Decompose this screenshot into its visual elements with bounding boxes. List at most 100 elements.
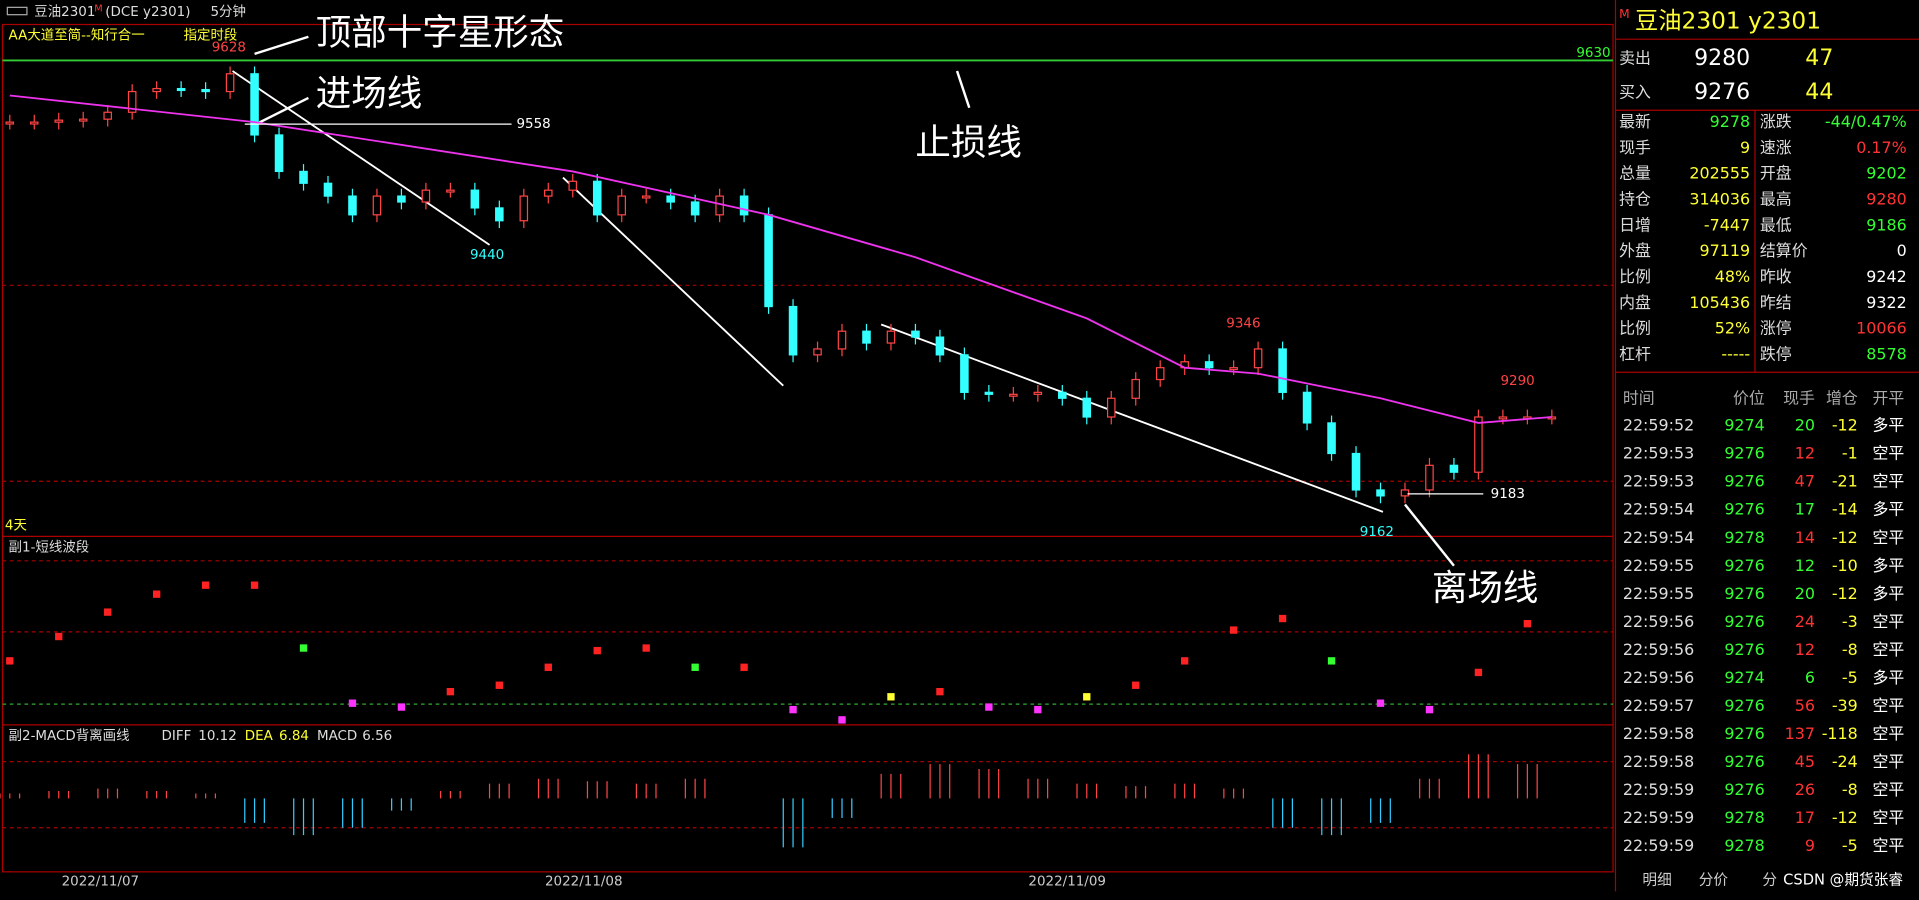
candle-body xyxy=(78,118,88,122)
candle-body xyxy=(54,119,64,123)
indicator-name[interactable]: AA大道至简--知行合一 xyxy=(9,27,145,44)
tick-cell: 22:59:52 xyxy=(1623,416,1694,435)
tick-cell: 空平 xyxy=(1872,444,1904,463)
candle-body xyxy=(1302,391,1312,424)
candle-body xyxy=(1351,452,1361,491)
tick-cell: 9 xyxy=(1805,836,1815,855)
wave-dot xyxy=(936,687,944,696)
wave-dot xyxy=(201,581,210,589)
candle-body xyxy=(1009,393,1018,397)
tick-cell: 12 xyxy=(1795,640,1815,659)
quote-value: 97119 xyxy=(1700,241,1751,260)
price-label: 9630 xyxy=(1576,46,1610,61)
tick-cell: 多平 xyxy=(1872,500,1904,519)
quote-value: 9322 xyxy=(1866,293,1906,312)
tab[interactable]: 分 xyxy=(1762,871,1777,888)
price-label: 9183 xyxy=(1491,487,1525,502)
quote-value: 0.17% xyxy=(1856,138,1907,157)
tick-cell: 空平 xyxy=(1872,472,1904,491)
quote-label: 涨停 xyxy=(1760,319,1792,338)
diff-label: DIFF xyxy=(162,729,192,744)
tick-cell: -21 xyxy=(1832,472,1858,491)
candle-body xyxy=(1400,489,1410,497)
candle-body xyxy=(935,336,945,356)
candle-body xyxy=(1106,397,1116,418)
price-label: 9346 xyxy=(1226,316,1260,331)
annotation: 顶部十字星形态 xyxy=(316,12,564,53)
tick-cell: 9276 xyxy=(1724,780,1764,799)
wave-dot xyxy=(495,681,504,689)
book-price: 9276 xyxy=(1694,80,1750,105)
candle-body xyxy=(1058,391,1067,399)
candle-body xyxy=(1131,378,1141,399)
dea-label: DEA xyxy=(245,729,274,744)
wave-dot xyxy=(1181,657,1189,665)
wave-dot xyxy=(446,687,455,696)
tick-cell: 45 xyxy=(1795,752,1815,771)
tick-cell: 22:59:59 xyxy=(1623,808,1694,827)
tick-cell: -118 xyxy=(1822,724,1858,743)
tick-header: 开平 xyxy=(1872,389,1904,408)
tick-cell: 22:59:58 xyxy=(1623,752,1694,771)
tick-cell: 9276 xyxy=(1724,584,1764,603)
candle-body xyxy=(544,189,553,197)
quote-label: 跌停 xyxy=(1760,344,1792,363)
wave-dot xyxy=(348,699,357,707)
quote-value: 9202 xyxy=(1866,164,1906,183)
quote-label: 结算价 xyxy=(1760,241,1808,260)
candle-body xyxy=(813,348,822,356)
tick-cell: 空平 xyxy=(1872,640,1904,659)
candle-body xyxy=(862,330,871,344)
symbol: 豆油2301 xyxy=(34,4,95,20)
moving-average xyxy=(9,94,1552,424)
wave-dot xyxy=(152,590,161,598)
time-range[interactable]: 指定时段 xyxy=(184,28,238,44)
tick-cell: -5 xyxy=(1842,836,1858,855)
candle-body xyxy=(1376,489,1385,497)
candle-body xyxy=(1204,361,1214,369)
quote-label: 比例 xyxy=(1619,319,1651,338)
sub1-title[interactable]: 副1-短线波段 xyxy=(9,539,90,555)
tick-cell: 9278 xyxy=(1724,528,1764,547)
tick-cell: -10 xyxy=(1832,556,1858,575)
price-label: 9162 xyxy=(1360,525,1394,540)
wave-dot xyxy=(299,644,308,652)
period[interactable]: 5分钟 xyxy=(211,3,246,20)
quote-label: 比例 xyxy=(1619,267,1651,286)
book-volume: 44 xyxy=(1805,80,1833,105)
tick-cell: 20 xyxy=(1795,416,1815,435)
candle-body xyxy=(984,391,994,395)
flag: M xyxy=(94,4,102,15)
quote-value: 10066 xyxy=(1856,319,1907,338)
flag: M xyxy=(1619,7,1630,21)
tick-cell: 24 xyxy=(1795,612,1815,631)
tick-cell: 空平 xyxy=(1872,752,1904,771)
tick-cell: 9276 xyxy=(1724,724,1764,743)
tab[interactable]: 分价 xyxy=(1699,871,1729,888)
wave-dot xyxy=(6,657,14,665)
candle-body xyxy=(1327,422,1336,455)
candle-body xyxy=(1229,367,1238,371)
candle-body xyxy=(1449,464,1459,473)
quote-value: 9 xyxy=(1740,138,1750,157)
tick-cell: 17 xyxy=(1795,500,1815,519)
tab[interactable]: 明细 xyxy=(1642,871,1671,888)
wave-dot xyxy=(789,705,797,714)
tick-cell: 9276 xyxy=(1724,640,1764,659)
date-label: 2022/11/07 xyxy=(62,875,140,890)
candle-body xyxy=(1033,391,1043,395)
quote-label: 涨跌 xyxy=(1760,112,1792,131)
wave-dot xyxy=(691,663,699,671)
tick-cell: -14 xyxy=(1832,500,1858,519)
menu-icon[interactable] xyxy=(6,6,28,16)
tick-cell: -24 xyxy=(1832,752,1858,771)
quote-value: 9186 xyxy=(1866,215,1906,234)
wave-dot xyxy=(397,703,406,711)
arrow xyxy=(1404,503,1455,567)
tick-cell: 17 xyxy=(1795,808,1815,827)
sub2-title[interactable]: 副2-MACD背离画线 xyxy=(9,727,130,744)
candle-body xyxy=(421,189,431,203)
tick-cell: 9276 xyxy=(1724,612,1764,631)
candle-body xyxy=(250,73,259,136)
